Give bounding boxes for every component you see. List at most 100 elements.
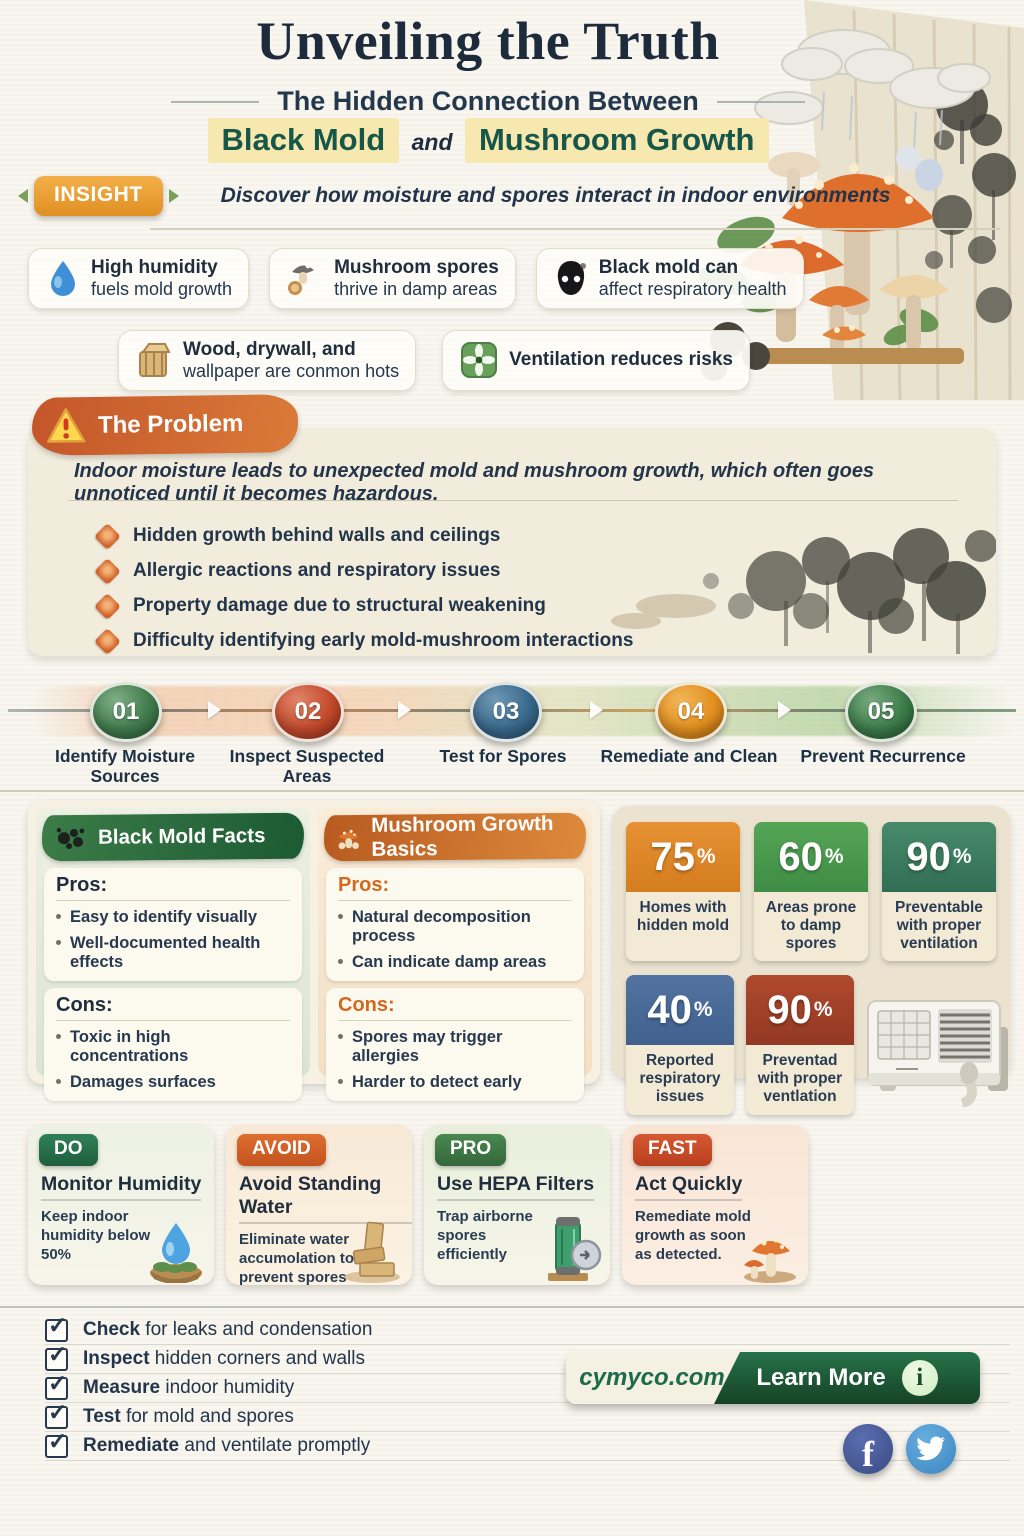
stats-row-1: 75 % Homes with hidden mold 60 % Areas p…	[626, 822, 996, 962]
divider-line	[338, 900, 572, 901]
section-rule	[0, 790, 1024, 792]
learn-more-button[interactable]: Learn More i	[714, 1352, 980, 1404]
bullet-text: Property damage due to structural weaken…	[133, 595, 546, 616]
ventilation-icon	[461, 342, 498, 379]
black-mold-icon	[557, 261, 586, 296]
tip-body: Remediate mold growth as soon as detecte…	[635, 1208, 751, 1263]
item-text: Spores may trigger allergies	[352, 1028, 503, 1065]
item-text: Damages surfaces	[70, 1073, 216, 1091]
step-label: Test for Spores	[439, 746, 567, 766]
bullet-dot	[338, 959, 343, 964]
divider-line	[68, 500, 958, 501]
info-icon: i	[901, 1360, 938, 1396]
fact-line1: Ventilation reduces risks	[509, 349, 733, 371]
avoid-badge: AVOID	[237, 1134, 326, 1166]
air-conditioner-illustration	[867, 1000, 1008, 1108]
process-timeline: 01 02 03 04 05 Identify Moisture Sources…	[0, 668, 1024, 793]
mold-splat-icon	[56, 827, 85, 850]
pros-label: Pros:	[338, 874, 390, 896]
tip-body: Keep indoor humidity below 50%	[41, 1208, 151, 1263]
hepa-filter-icon	[548, 1217, 602, 1281]
checklist-item[interactable]: Test for mold and spores	[45, 1399, 1010, 1432]
step-number: 01	[112, 698, 140, 725]
list-item: Easy to identify visually	[56, 908, 290, 927]
cons-panel: Cons: Toxic in high concentrations Damag…	[44, 988, 302, 1101]
tip-title: Act Quickly	[635, 1173, 743, 1201]
subtitle-row: The Hidden Connection Between	[0, 86, 976, 117]
stat-value-block: 90 %	[746, 975, 854, 1046]
bullet-dot	[338, 1079, 343, 1084]
checkbox-checked-icon[interactable]	[45, 1428, 68, 1458]
checklist-rest: indoor humidity	[160, 1377, 295, 1398]
arrow-icon	[208, 701, 221, 719]
fact-line1: High humidity	[91, 257, 218, 278]
list-item: Toxic in high concentrations	[56, 1028, 290, 1066]
checkbox-checked-icon[interactable]	[45, 1399, 68, 1429]
mushrooms-icon	[744, 1237, 796, 1283]
topic-mushroom-growth: Mushroom Growth	[464, 118, 769, 163]
fact-pill-ventilation: Ventilation reduces risks	[442, 330, 750, 391]
twitter-icon[interactable]	[906, 1424, 956, 1474]
checklist-item[interactable]: Remediate and ventilate promptly	[45, 1428, 1010, 1461]
item-text: Easy to identify visually	[70, 908, 258, 926]
fact-line1: Wood, drywall, and	[183, 339, 356, 360]
divider-line	[171, 100, 260, 103]
stat-number: 90	[906, 834, 951, 879]
insight-row: INSIGHT Discover how moisture and spores…	[18, 176, 958, 216]
arrow-icon	[590, 701, 603, 719]
stat-hidden-mold: 75 % Homes with hidden mold	[626, 822, 740, 962]
stat-number: 40	[647, 987, 692, 1032]
problem-intro: Indoor moisture leads to unexpected mold…	[74, 460, 875, 505]
list-item: Can indicate damp areas	[338, 953, 572, 972]
checklist-keyword: Inspect	[83, 1348, 150, 1369]
tip-title: Monitor Humidity	[41, 1173, 202, 1201]
list-item: Well-documented health effects	[56, 934, 290, 972]
facebook-icon[interactable]: f	[843, 1424, 893, 1474]
tip-title: Use HEPA Filters	[437, 1173, 595, 1201]
website-label: cymyco.com	[566, 1352, 738, 1404]
step-label: Inspect Suspected Areas	[229, 746, 385, 787]
pro-badge: PRO	[435, 1134, 507, 1166]
divider-line	[338, 1020, 572, 1021]
checklist-keyword: Test	[83, 1406, 121, 1427]
stat-label: Preventad with proper ventlation	[757, 1052, 843, 1106]
problem-header: The Problem	[31, 394, 299, 456]
warning-triangle-icon	[46, 408, 86, 443]
step-number: 05	[867, 698, 895, 725]
mushroom-mold-illustration	[698, 0, 1024, 400]
checkbox-checked-icon[interactable]	[45, 1370, 68, 1400]
stat-preventable: 90 % Preventable with proper ventilation	[882, 822, 996, 962]
fact-line2: wallpaper are conmon hots	[183, 360, 400, 381]
stat-number: 60	[778, 834, 823, 879]
mushroom-card: Mushroom Growth Basics Pros: Natural dec…	[318, 808, 592, 1101]
item-text: Natural decomposition process	[352, 908, 531, 945]
mushroom-icon	[288, 263, 315, 296]
fact-line1: Black mold can	[598, 257, 739, 278]
item-text: Toxic in high concentrations	[70, 1028, 189, 1065]
arrow-icon	[398, 701, 411, 719]
problem-bullet: Property damage due to structural weaken…	[94, 592, 633, 620]
list-item: Natural decomposition process	[338, 908, 572, 946]
header-rule	[150, 228, 1000, 230]
checklist-rest: for mold and spores	[120, 1406, 294, 1427]
cta-bar[interactable]: cymyco.com Learn More i	[566, 1352, 980, 1404]
cons-label: Cons:	[56, 994, 113, 1016]
chevron-left-icon	[18, 189, 28, 203]
insight-badge: INSIGHT	[34, 176, 163, 216]
checkbox-checked-icon[interactable]	[45, 1341, 68, 1371]
tip-card-pro: PRO Use HEPA Filters Trap airborne spore…	[424, 1125, 610, 1285]
stats-panel: 75 % Homes with hidden mold 60 % Areas p…	[612, 806, 1010, 1115]
checkbox-checked-icon[interactable]	[45, 1312, 68, 1342]
checklist-item[interactable]: Check for leaks and condensation	[45, 1312, 1010, 1345]
topic-line: Black Mold and Mushroom Growth	[0, 118, 976, 163]
step-label: Remediate and Clean	[600, 746, 778, 766]
step-number: 02	[294, 698, 322, 725]
stat-label: Homes with hidden mold	[636, 899, 730, 934]
tip-body: Eliminate water accumolation to prevent …	[239, 1231, 355, 1286]
arrow-icon	[778, 701, 791, 719]
step-badge-5: 05	[845, 682, 917, 742]
problem-bullets: Hidden growth behind walls and ceilings …	[94, 512, 633, 655]
problem-bullet: Difficulty identifying early mold-mushro…	[94, 627, 633, 655]
fact-pill-humidity: High humidity fuels mold growth	[28, 248, 250, 309]
mushroom-icon	[338, 829, 359, 850]
